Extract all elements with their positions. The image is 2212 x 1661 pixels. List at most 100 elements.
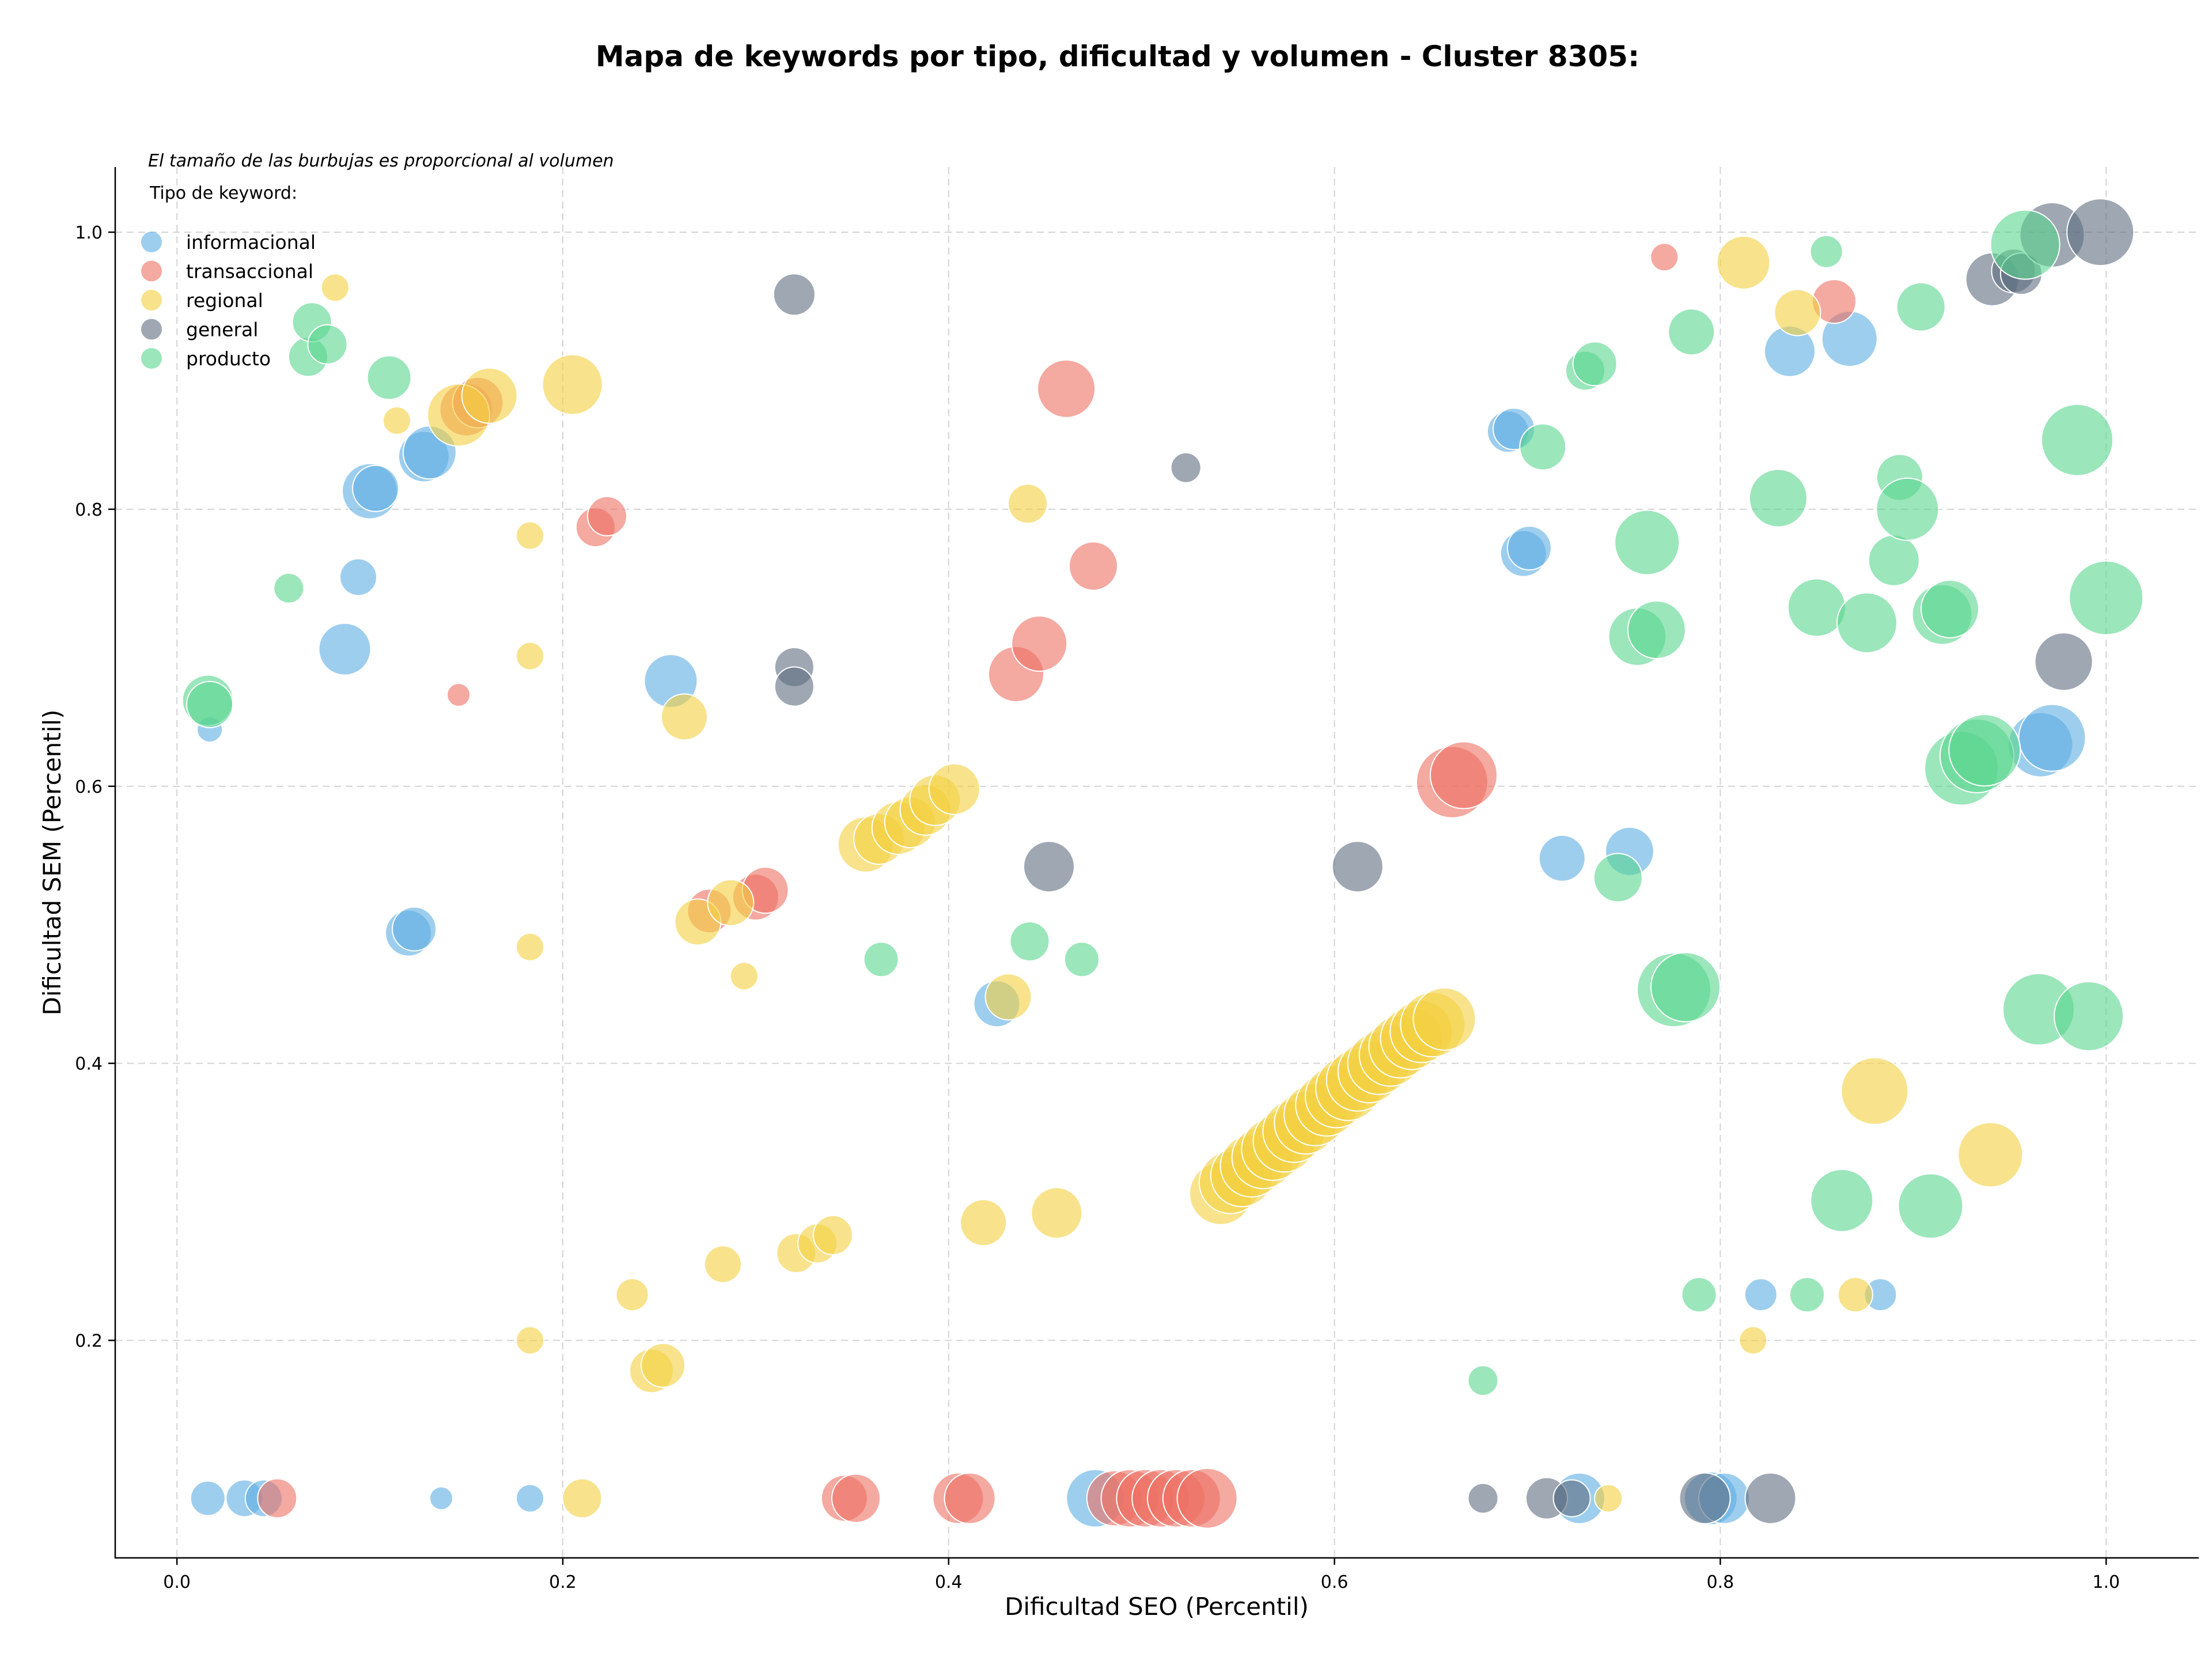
bubble-producto <box>1809 234 1843 268</box>
bubble-regional <box>516 932 545 962</box>
legend-label-informacional: informacional <box>186 231 316 253</box>
bubble-regional <box>516 521 545 550</box>
bubble-regional <box>707 879 755 926</box>
bubble-producto <box>186 680 234 728</box>
y-tick-label: 0.6 <box>75 777 103 797</box>
bubble-regional <box>960 1199 1007 1247</box>
bubble-transaccional <box>831 1473 881 1523</box>
bubble-transaccional <box>1176 1467 1238 1529</box>
series-regional <box>320 235 2024 1519</box>
y-tick-label: 0.4 <box>75 1054 103 1074</box>
legend-label-general: general <box>186 319 258 341</box>
bubble-informacional <box>1538 834 1586 882</box>
legend-marker-regional <box>141 290 162 311</box>
bubble-regional <box>1774 289 1821 336</box>
bubble-producto <box>1519 423 1567 471</box>
bubble-general <box>1744 1472 1797 1524</box>
bubble-regional <box>928 763 980 815</box>
bubble-informacional <box>1744 1278 1778 1312</box>
bubble-regional <box>704 1245 742 1284</box>
bubble-general <box>2066 198 2135 266</box>
bubbles <box>181 198 2144 1529</box>
bubble-producto <box>1896 282 1946 332</box>
x-axis-label: Dificultad SEO (Percentil) <box>1005 1592 1309 1621</box>
bubble-regional <box>1007 483 1048 524</box>
x-tick-label: 0.0 <box>163 1572 191 1592</box>
bubble-producto <box>863 941 899 978</box>
bubble-informacional <box>392 906 437 952</box>
bubble-producto <box>1467 1365 1499 1397</box>
bubble-regional <box>615 1278 649 1312</box>
bubble-regional <box>984 973 1032 1021</box>
bubble-regional <box>1031 1187 1083 1239</box>
x-tick-label: 1.0 <box>2092 1572 2120 1592</box>
bubble-producto <box>1681 1277 1717 1313</box>
legend-marker-producto <box>141 348 162 369</box>
bubble-general <box>2034 632 2093 691</box>
bubble-producto <box>1593 853 1643 903</box>
bubble-producto <box>1009 921 1050 962</box>
series-general <box>772 198 2135 1524</box>
bubble-general <box>1552 1479 1591 1518</box>
bubble-informacional <box>190 1480 226 1516</box>
bubble-regional <box>661 693 708 741</box>
bubble-producto <box>1614 509 1680 576</box>
bubble-producto <box>1789 1277 1825 1313</box>
bubble-producto <box>366 355 412 400</box>
bubble-transaccional <box>1069 541 1118 591</box>
x-tick-label: 0.2 <box>549 1572 577 1592</box>
y-tick-label: 1.0 <box>75 223 103 243</box>
bubble-regional <box>729 962 759 991</box>
grid <box>115 167 2199 1558</box>
bubble-producto <box>1948 714 2021 787</box>
bubble-producto <box>1810 1168 1874 1232</box>
bubble-producto <box>1876 477 1940 541</box>
axis-spines <box>114 167 2199 1559</box>
bubble-transaccional <box>257 1478 298 1519</box>
legend-marker-general <box>141 319 162 340</box>
bubble-informacional <box>339 558 377 596</box>
bubble-informacional <box>429 1486 453 1511</box>
bubble-transaccional <box>587 495 627 536</box>
bubble-transaccional <box>944 1472 996 1524</box>
bubble-transaccional <box>446 683 471 707</box>
chart-title: Mapa de keywords por tipo, dificultad y … <box>596 40 1639 73</box>
legend: informacional transaccional regional genera… <box>141 231 316 370</box>
bubble-regional <box>562 1478 603 1519</box>
bubble-regional <box>812 1214 853 1255</box>
bubble-transaccional <box>1011 615 1068 672</box>
bubble-producto <box>1990 209 2061 280</box>
bubble-regional <box>516 641 545 671</box>
bubble-general <box>1170 452 1202 483</box>
bubble-informacional <box>516 1484 545 1513</box>
bubble-regional <box>382 406 411 435</box>
bubble-general <box>772 273 816 316</box>
bubble-producto <box>1572 341 1618 387</box>
bubble-transaccional <box>1650 243 1679 272</box>
bubble-regional <box>1957 1122 2024 1188</box>
bubble-producto <box>2069 560 2144 635</box>
bubble-informacional <box>1506 525 1552 571</box>
bubble-informacional <box>2018 703 2086 772</box>
bubble-general <box>1467 1482 1499 1514</box>
bubble-general <box>774 666 815 707</box>
bubble-producto <box>1748 468 1808 528</box>
bubble-regional <box>1840 1057 1909 1125</box>
bubble-producto <box>1897 1173 1964 1239</box>
bubble-producto <box>307 324 348 365</box>
y-ticks: 0.2 0.4 0.6 0.8 1.0 <box>75 223 115 1352</box>
bubble-producto <box>2054 981 2124 1051</box>
bubble-producto <box>1650 952 1721 1023</box>
axes <box>114 167 2199 1559</box>
bubble-regional <box>461 367 518 424</box>
bubble-producto <box>1921 580 1979 638</box>
bubble-regional <box>1738 1326 1768 1355</box>
bubble-general <box>1331 841 1384 893</box>
y-axis-label: Dificultad SEM (Percentil) <box>38 710 66 1016</box>
x-ticks: 0.0 0.2 0.4 0.6 0.8 1.0 <box>163 1558 2120 1592</box>
x-tick-label: 0.8 <box>1707 1572 1734 1592</box>
bubble-general <box>1679 1472 1731 1524</box>
bubble-producto <box>1668 308 1715 356</box>
bubble-regional <box>541 354 603 415</box>
